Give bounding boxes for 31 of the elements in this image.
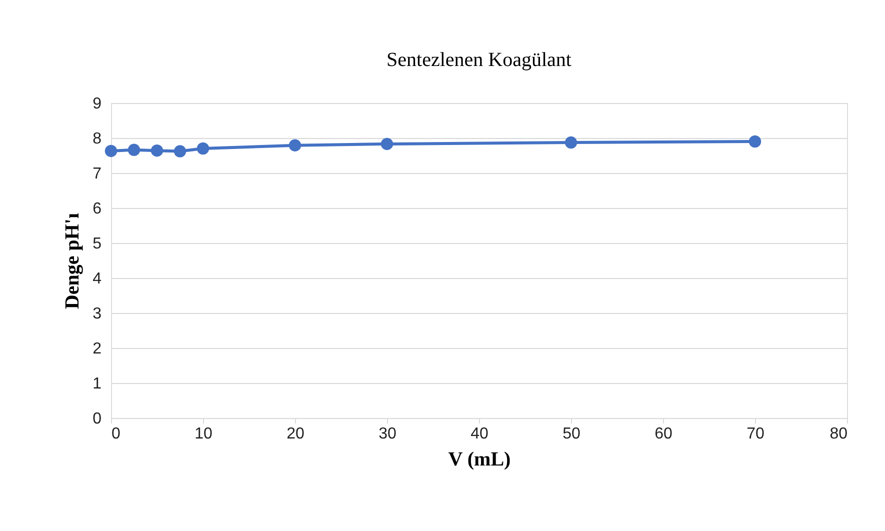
y-tick-label: 0 — [92, 410, 102, 428]
point — [288, 139, 302, 152]
x-tick-label: 60 — [654, 426, 672, 442]
y-tick-label: 3 — [92, 306, 102, 322]
point — [174, 145, 186, 158]
point — [748, 135, 762, 148]
x-tick-label: 20 — [286, 426, 304, 442]
y-tick-label: 1 — [92, 376, 102, 392]
y-tick-label: 5 — [92, 236, 102, 252]
x-tick-label: 10 — [194, 426, 212, 442]
point — [128, 144, 140, 156]
y-tick-label: 2 — [92, 340, 102, 358]
y-tick-label: 4 — [92, 270, 102, 288]
point — [380, 138, 394, 150]
x-tick-label: 70 — [746, 426, 764, 442]
chart-title: Sentezlenen Koagülant — [386, 49, 572, 71]
y-tick-label: 8 — [92, 130, 102, 148]
point — [104, 144, 118, 158]
point — [196, 142, 210, 155]
y-tick-label: 7 — [92, 166, 102, 182]
y-tick-label: 6 — [92, 200, 102, 218]
y-tick-label: 9 — [92, 96, 102, 112]
x-tick-label: 40 — [470, 426, 488, 442]
y-axis-title: Denge pH'ı — [62, 212, 84, 310]
x-tick-label: 0 — [112, 426, 120, 442]
x-tick-label: 80 — [830, 426, 848, 442]
x-tick-label: 30 — [378, 426, 396, 442]
point — [564, 136, 578, 149]
point — [150, 144, 164, 157]
x-axis-title: V (mL) — [448, 448, 511, 470]
x-tick-label: 50 — [562, 426, 580, 442]
